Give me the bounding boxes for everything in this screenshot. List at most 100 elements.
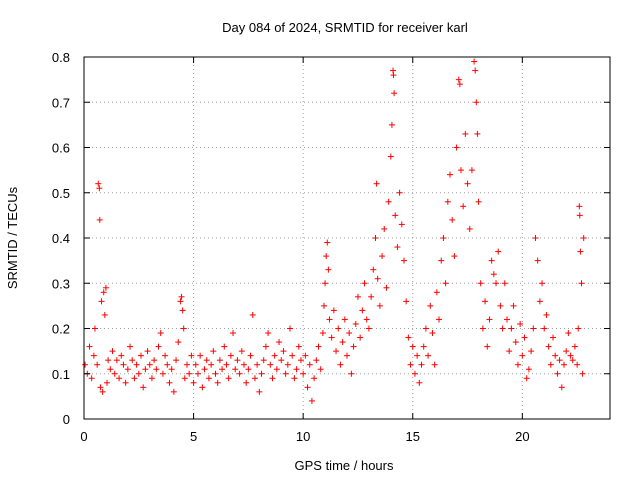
data-point bbox=[133, 361, 140, 368]
data-point bbox=[376, 302, 383, 309]
data-point bbox=[168, 366, 175, 373]
data-point bbox=[118, 352, 125, 359]
data-point bbox=[350, 343, 357, 350]
data-point bbox=[333, 348, 340, 355]
data-point bbox=[530, 325, 537, 332]
data-point bbox=[124, 366, 131, 373]
data-point bbox=[184, 361, 191, 368]
data-point bbox=[539, 280, 546, 287]
data-point bbox=[245, 366, 252, 373]
data-point bbox=[411, 370, 418, 377]
data-point bbox=[442, 280, 449, 287]
data-point bbox=[344, 352, 350, 359]
data-point bbox=[501, 280, 508, 287]
data-point bbox=[477, 280, 484, 287]
data-point bbox=[90, 352, 97, 359]
data-point bbox=[337, 361, 344, 368]
data-point bbox=[142, 366, 149, 373]
y-tick-label: 0.2 bbox=[52, 322, 70, 337]
data-point bbox=[330, 307, 337, 314]
data-point bbox=[429, 330, 436, 337]
data-point bbox=[545, 343, 552, 350]
data-point bbox=[341, 316, 348, 323]
data-point bbox=[577, 248, 584, 255]
data-point bbox=[295, 343, 302, 350]
data-point bbox=[560, 361, 567, 368]
data-point bbox=[521, 334, 528, 341]
data-point bbox=[574, 361, 581, 368]
data-point bbox=[216, 357, 223, 364]
data-point bbox=[517, 320, 524, 327]
data-point bbox=[422, 325, 429, 332]
data-point bbox=[109, 348, 116, 355]
data-point bbox=[194, 370, 201, 377]
data-point bbox=[240, 361, 247, 368]
data-point bbox=[135, 370, 142, 377]
data-point bbox=[464, 180, 471, 187]
data-point bbox=[396, 189, 403, 196]
data-point bbox=[304, 384, 311, 391]
data-point bbox=[230, 330, 237, 337]
data-point bbox=[315, 343, 322, 350]
data-point bbox=[405, 334, 412, 341]
data-point bbox=[361, 280, 368, 287]
data-point bbox=[127, 343, 134, 350]
data-point bbox=[308, 397, 315, 404]
data-point bbox=[387, 153, 394, 160]
data-point bbox=[453, 144, 460, 151]
data-point bbox=[475, 198, 482, 205]
data-point bbox=[528, 348, 535, 355]
data-point bbox=[390, 72, 397, 79]
data-point bbox=[227, 352, 234, 359]
data-point bbox=[86, 343, 93, 350]
data-point bbox=[101, 311, 108, 318]
data-point bbox=[365, 325, 372, 332]
data-point bbox=[449, 216, 456, 223]
data-point bbox=[482, 298, 489, 305]
data-point bbox=[105, 357, 112, 364]
data-point bbox=[99, 388, 106, 395]
data-point bbox=[287, 325, 294, 332]
data-point bbox=[249, 311, 256, 318]
data-point bbox=[236, 370, 243, 377]
data-point bbox=[88, 375, 95, 382]
data-point bbox=[525, 366, 532, 373]
x-tick-label: 0 bbox=[80, 429, 87, 444]
data-point bbox=[484, 343, 491, 350]
data-point bbox=[447, 171, 454, 178]
data-point bbox=[379, 253, 386, 260]
data-point bbox=[311, 375, 318, 382]
data-point bbox=[534, 257, 541, 264]
data-point bbox=[148, 375, 155, 382]
data-point bbox=[486, 316, 493, 323]
data-point bbox=[433, 289, 440, 296]
data-point bbox=[575, 325, 582, 332]
data-point bbox=[107, 366, 114, 373]
data-point bbox=[444, 198, 451, 205]
data-point bbox=[400, 257, 407, 264]
data-point bbox=[293, 366, 300, 373]
data-point bbox=[178, 293, 185, 300]
data-point bbox=[438, 257, 445, 264]
y-tick-label: 0.3 bbox=[52, 276, 70, 291]
data-point bbox=[466, 225, 473, 232]
data-point bbox=[554, 370, 561, 377]
data-point bbox=[276, 339, 283, 346]
data-point bbox=[479, 325, 486, 332]
data-point bbox=[431, 361, 438, 368]
data-point bbox=[409, 343, 416, 350]
data-point bbox=[265, 330, 272, 337]
data-point bbox=[416, 379, 423, 386]
data-point bbox=[320, 302, 327, 309]
data-point bbox=[151, 357, 158, 364]
data-point bbox=[543, 311, 550, 318]
data-point bbox=[199, 384, 206, 391]
data-point bbox=[488, 257, 495, 264]
data-point bbox=[197, 352, 204, 359]
data-point bbox=[140, 384, 147, 391]
data-point bbox=[190, 379, 197, 386]
data-point bbox=[363, 316, 370, 323]
data-point bbox=[122, 379, 129, 386]
data-point bbox=[96, 216, 103, 223]
data-point bbox=[243, 379, 250, 386]
